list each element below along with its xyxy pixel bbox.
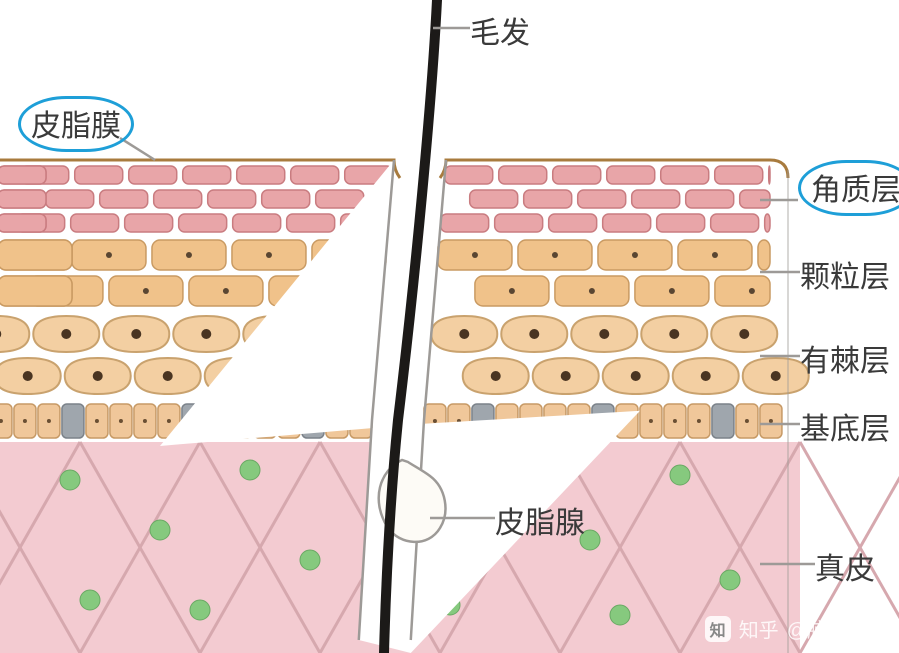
- label-granular: 颗粒层: [800, 252, 890, 296]
- label-dermis-text: 真皮: [815, 553, 875, 586]
- watermark-site: 知乎: [739, 614, 779, 643]
- watermark-author: @脑医咨询: [787, 614, 887, 643]
- label-dermis: 真皮: [815, 544, 875, 588]
- label-basal: 基底层: [800, 404, 890, 448]
- label-hair: 毛发: [470, 8, 530, 52]
- diagram-stage: 皮脂膜 毛发 角质层 颗粒层 有棘层 基底层 皮脂腺 真皮 知 知乎 @脑医咨询: [0, 0, 899, 653]
- zhihu-icon: 知: [705, 616, 731, 642]
- label-sebaceous: 皮脂腺: [495, 498, 585, 542]
- label-corneum-text: 角质层: [811, 174, 899, 207]
- label-corneum: 角质层: [798, 160, 899, 216]
- label-granular-text: 颗粒层: [800, 261, 890, 294]
- label-spinous-text: 有棘层: [800, 345, 890, 378]
- label-sebaceous-text: 皮脂腺: [495, 507, 585, 540]
- label-basal-text: 基底层: [800, 413, 890, 446]
- label-hair-text: 毛发: [470, 17, 530, 50]
- label-spinous: 有棘层: [800, 336, 890, 380]
- label-sebum-film: 皮脂膜: [18, 96, 134, 152]
- label-sebum-film-text: 皮脂膜: [31, 110, 121, 143]
- watermark: 知 知乎 @脑医咨询: [705, 614, 887, 643]
- skin-diagram-svg: [0, 0, 899, 653]
